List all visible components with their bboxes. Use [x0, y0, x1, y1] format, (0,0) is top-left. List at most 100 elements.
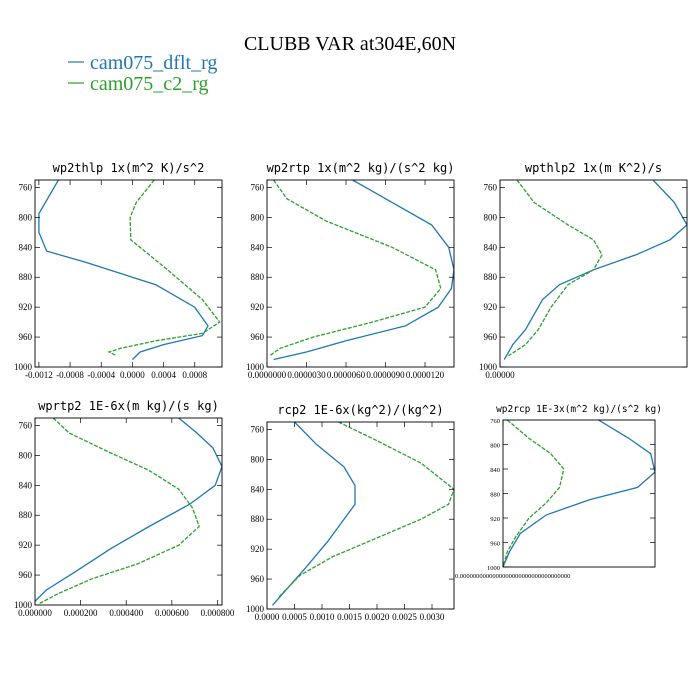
x-tick-label: 0.0015 [337, 612, 362, 622]
chart-panel: wp2thlp 1x(m^2 K)/s^2 760 800 840 880 920 960 1… [14, 161, 223, 380]
y-tick-label: 800 [19, 212, 33, 222]
chart-panel: rcp2 1E-6x(kg^2)/(kg^2) 760 800 840 880 920 96… [246, 403, 455, 622]
y-tick-label: 920 [19, 302, 33, 312]
x-tick-label: 0.0000090 [366, 370, 405, 380]
x-tick-label: -0.0008 [56, 370, 84, 380]
y-tick-label: 840 [19, 242, 33, 252]
legend: cam075_dflt_rg cam075_c2_rg [68, 52, 217, 95]
y-tick-label: 800 [490, 443, 500, 450]
x-tick-label: 0.000400 [109, 608, 143, 618]
x-tick-label: 0.0005 [282, 612, 307, 622]
panel-title: rcp2 1E-6x(kg^2)/(kg^2) [277, 403, 443, 417]
y-tick-label: 800 [251, 454, 265, 464]
y-tick-label: 960 [251, 332, 265, 342]
x-tick-label: 0.0000000000000000000000000000000000 [455, 573, 570, 580]
y-tick-label: 960 [251, 574, 265, 584]
x-tick-label: 0.0000120 [406, 370, 445, 380]
y-tick-label: 1000 [246, 362, 265, 372]
y-tick-label: 800 [251, 212, 265, 222]
y-tick-label: 880 [251, 272, 265, 282]
x-tick-label: 0.0008 [182, 370, 207, 380]
y-tick-label: 840 [484, 242, 498, 252]
plot-frame [266, 421, 455, 610]
panel-title: wpthlp2 1x(m K^2)/s [525, 161, 662, 175]
legend-item: cam075_c2_rg [68, 73, 209, 95]
legend-label: cam075_dflt_rg [90, 52, 217, 74]
series-line [269, 180, 442, 357]
series-line [38, 180, 209, 360]
plot-frame [34, 417, 223, 606]
chart-panel: wp2rcp 1E-3x(m^2 kg)/(s^2 kg) 760 800 840 88… [455, 404, 662, 580]
chart-panels: wp2thlp 1x(m^2 K)/s^2 760 800 840 880 920 960 1… [14, 161, 688, 622]
x-tick-label: 0.0000 [255, 612, 280, 622]
legend-item: cam075_dflt_rg [68, 52, 217, 74]
x-tick-label: 0.0025 [392, 612, 417, 622]
y-tick-label: 920 [490, 516, 500, 523]
y-tick-label: 840 [251, 242, 265, 252]
x-tick-label: 0.000800 [201, 608, 235, 618]
series-line [272, 422, 356, 606]
x-tick-label: 0.0000 [120, 370, 145, 380]
panel-title: wp2thlp 1x(m^2 K)/s^2 [53, 161, 205, 175]
series-line [39, 418, 200, 605]
y-tick-label: 1000 [14, 600, 33, 610]
x-tick-label: 0.0000060 [327, 370, 366, 380]
y-tick-label: 760 [490, 418, 500, 425]
series-line [503, 420, 565, 567]
y-tick-label: 760 [251, 424, 265, 434]
panel-title: wp2rtp 1x(m^2 kg)/(s^2 kg) [267, 161, 455, 175]
y-tick-label: 920 [484, 302, 498, 312]
series-line [107, 180, 221, 357]
y-tick-label: 1000 [246, 604, 265, 614]
x-tick-label: -0.0004 [87, 370, 115, 380]
series-line [503, 420, 655, 567]
chart-panel: wprtp2 1E-6x(m kg)/(s kg) 760 800 840 880 920… [14, 399, 235, 618]
y-tick-label: 920 [251, 544, 265, 554]
y-tick-label: 840 [490, 467, 500, 474]
y-tick-label: 880 [19, 510, 33, 520]
y-tick-label: 880 [251, 514, 265, 524]
plot-frame [34, 179, 223, 368]
y-tick-label: 840 [251, 484, 265, 494]
legend-label: cam075_c2_rg [90, 73, 209, 95]
chart-panel: wpthlp2 1x(m K^2)/s 760 800 840 880 920 960 100… [479, 161, 688, 380]
series-line [273, 180, 454, 361]
y-tick-label: 960 [484, 332, 498, 342]
y-tick-label: 840 [19, 480, 33, 490]
x-tick-label: 0.000600 [155, 608, 189, 618]
y-tick-label: 920 [251, 302, 265, 312]
plot-frame [266, 179, 455, 368]
plot-frame [499, 179, 688, 368]
y-tick-label: 760 [484, 182, 498, 192]
y-tick-label: 880 [490, 492, 500, 499]
x-tick-label: 0.000000 [18, 608, 52, 618]
x-tick-label: 0.0000000 [248, 370, 287, 380]
y-tick-label: 960 [490, 541, 500, 548]
figure-title: CLUBB VAR at304E,60N [244, 33, 456, 55]
x-tick-label: 0.0030 [420, 612, 445, 622]
y-tick-label: 880 [484, 272, 498, 282]
x-tick-label: 0.0020 [365, 612, 390, 622]
x-tick-label: 0.0004 [151, 370, 176, 380]
panel-title: wprtp2 1E-6x(m kg)/(s kg) [38, 399, 219, 413]
y-tick-label: 1000 [487, 565, 500, 572]
y-tick-label: 880 [19, 272, 33, 282]
y-tick-label: 760 [19, 420, 33, 430]
chart-panel: wp2rtp 1x(m^2 kg)/(s^2 kg)760 800 840 880 92… [246, 161, 455, 380]
y-tick-label: 1000 [479, 362, 498, 372]
x-tick-label: 0.000200 [64, 608, 98, 618]
y-tick-label: 960 [19, 570, 33, 580]
y-tick-label: 800 [19, 450, 33, 460]
y-tick-label: 760 [19, 182, 33, 192]
series-line [508, 180, 603, 357]
x-tick-label: 0.0000030 [287, 370, 326, 380]
x-tick-label: 0.0010 [310, 612, 335, 622]
x-tick-label: 0.00000 [485, 370, 515, 380]
panel-title: wp2rcp 1E-3x(m^2 kg)/(s^2 kg) [496, 404, 662, 415]
series-line [277, 422, 454, 599]
y-tick-label: 1000 [14, 362, 33, 372]
series-line [35, 418, 222, 602]
y-tick-label: 760 [251, 182, 265, 192]
series-line [503, 180, 687, 360]
